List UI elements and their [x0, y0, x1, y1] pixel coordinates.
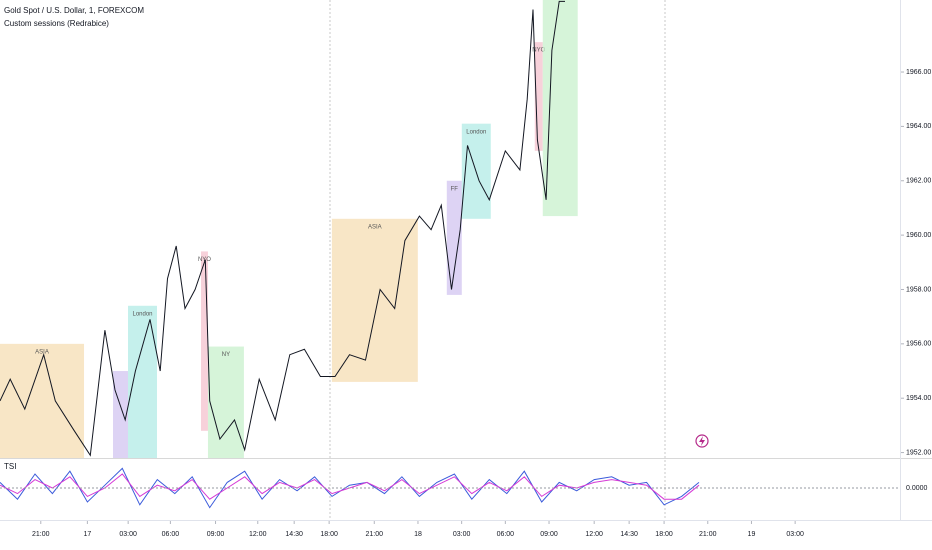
y-tick-label: 1960.00 [906, 232, 931, 239]
session-box [200, 251, 208, 431]
y-tick-label: 1958.00 [906, 286, 931, 293]
x-tick-label: 09:00 [540, 531, 558, 538]
session-label: ASIA [35, 349, 49, 355]
x-tick-label: 19 [748, 531, 756, 538]
session-box [331, 218, 418, 382]
y-tick-label: 1964.00 [906, 123, 931, 130]
x-tick-label: 21:00 [32, 531, 50, 538]
x-tick-label: 03:00 [453, 531, 471, 538]
session-box [207, 346, 244, 458]
y-tick-label: 1954.00 [906, 395, 931, 402]
x-tick-label: 18 [414, 531, 422, 538]
x-tick-label: 21:00 [366, 531, 384, 538]
session-label: NYO [532, 48, 545, 54]
session-box [542, 0, 578, 217]
alert-icon[interactable] [695, 434, 709, 448]
axes: 1952.00 1954.00 1956.00 1958.00 1960.00 1962.… [0, 69, 931, 538]
session-label: FF [451, 186, 459, 192]
x-tick-label: 18:00 [655, 531, 673, 538]
session-box [534, 42, 543, 151]
session-box [113, 371, 129, 458]
series-line [0, 467, 700, 509]
session-label: ASIA [368, 224, 382, 230]
x-tick-label: 06:00 [162, 531, 180, 538]
x-tick-label: 17 [83, 531, 91, 538]
symbol-title: Gold Spot / U.S. Dollar, 1, FOREXCOM [4, 6, 144, 15]
y-tick-label: 1966.00 [906, 69, 931, 76]
y-tick-label: 1956.00 [906, 341, 931, 348]
x-tick-label: 18:00 [320, 531, 338, 538]
session-label: NYO [198, 257, 211, 263]
series-line [0, 0, 565, 457]
x-tick-label: 12:00 [249, 531, 267, 538]
x-tick-label: 14:30 [620, 531, 638, 538]
session-box [0, 343, 85, 458]
session-label: London [466, 129, 486, 135]
indicator-title: Custom sessions (Redrabice) [4, 19, 109, 28]
x-tick-label: 12:00 [585, 531, 603, 538]
y-tick-label: 0.0000 [906, 485, 928, 492]
x-tick-label: 21:00 [699, 531, 717, 538]
y-tick-label: 1952.00 [906, 449, 931, 456]
x-tick-label: 06:00 [497, 531, 515, 538]
session-label: London [132, 311, 152, 317]
x-tick-label: 09:00 [207, 531, 225, 538]
session-box [446, 180, 462, 295]
session-box [128, 305, 157, 458]
x-tick-label: 14:30 [285, 531, 303, 538]
price-pane [0, 0, 565, 457]
tsi-title: TSI [4, 462, 16, 471]
y-tick-label: 1962.00 [906, 178, 931, 185]
session-label: NY [222, 352, 230, 358]
sessions: ASIA London NYO NY ASIA FF London NYO [0, 0, 578, 458]
x-tick-label: 03:00 [119, 531, 137, 538]
x-tick-label: 03:00 [786, 531, 804, 538]
